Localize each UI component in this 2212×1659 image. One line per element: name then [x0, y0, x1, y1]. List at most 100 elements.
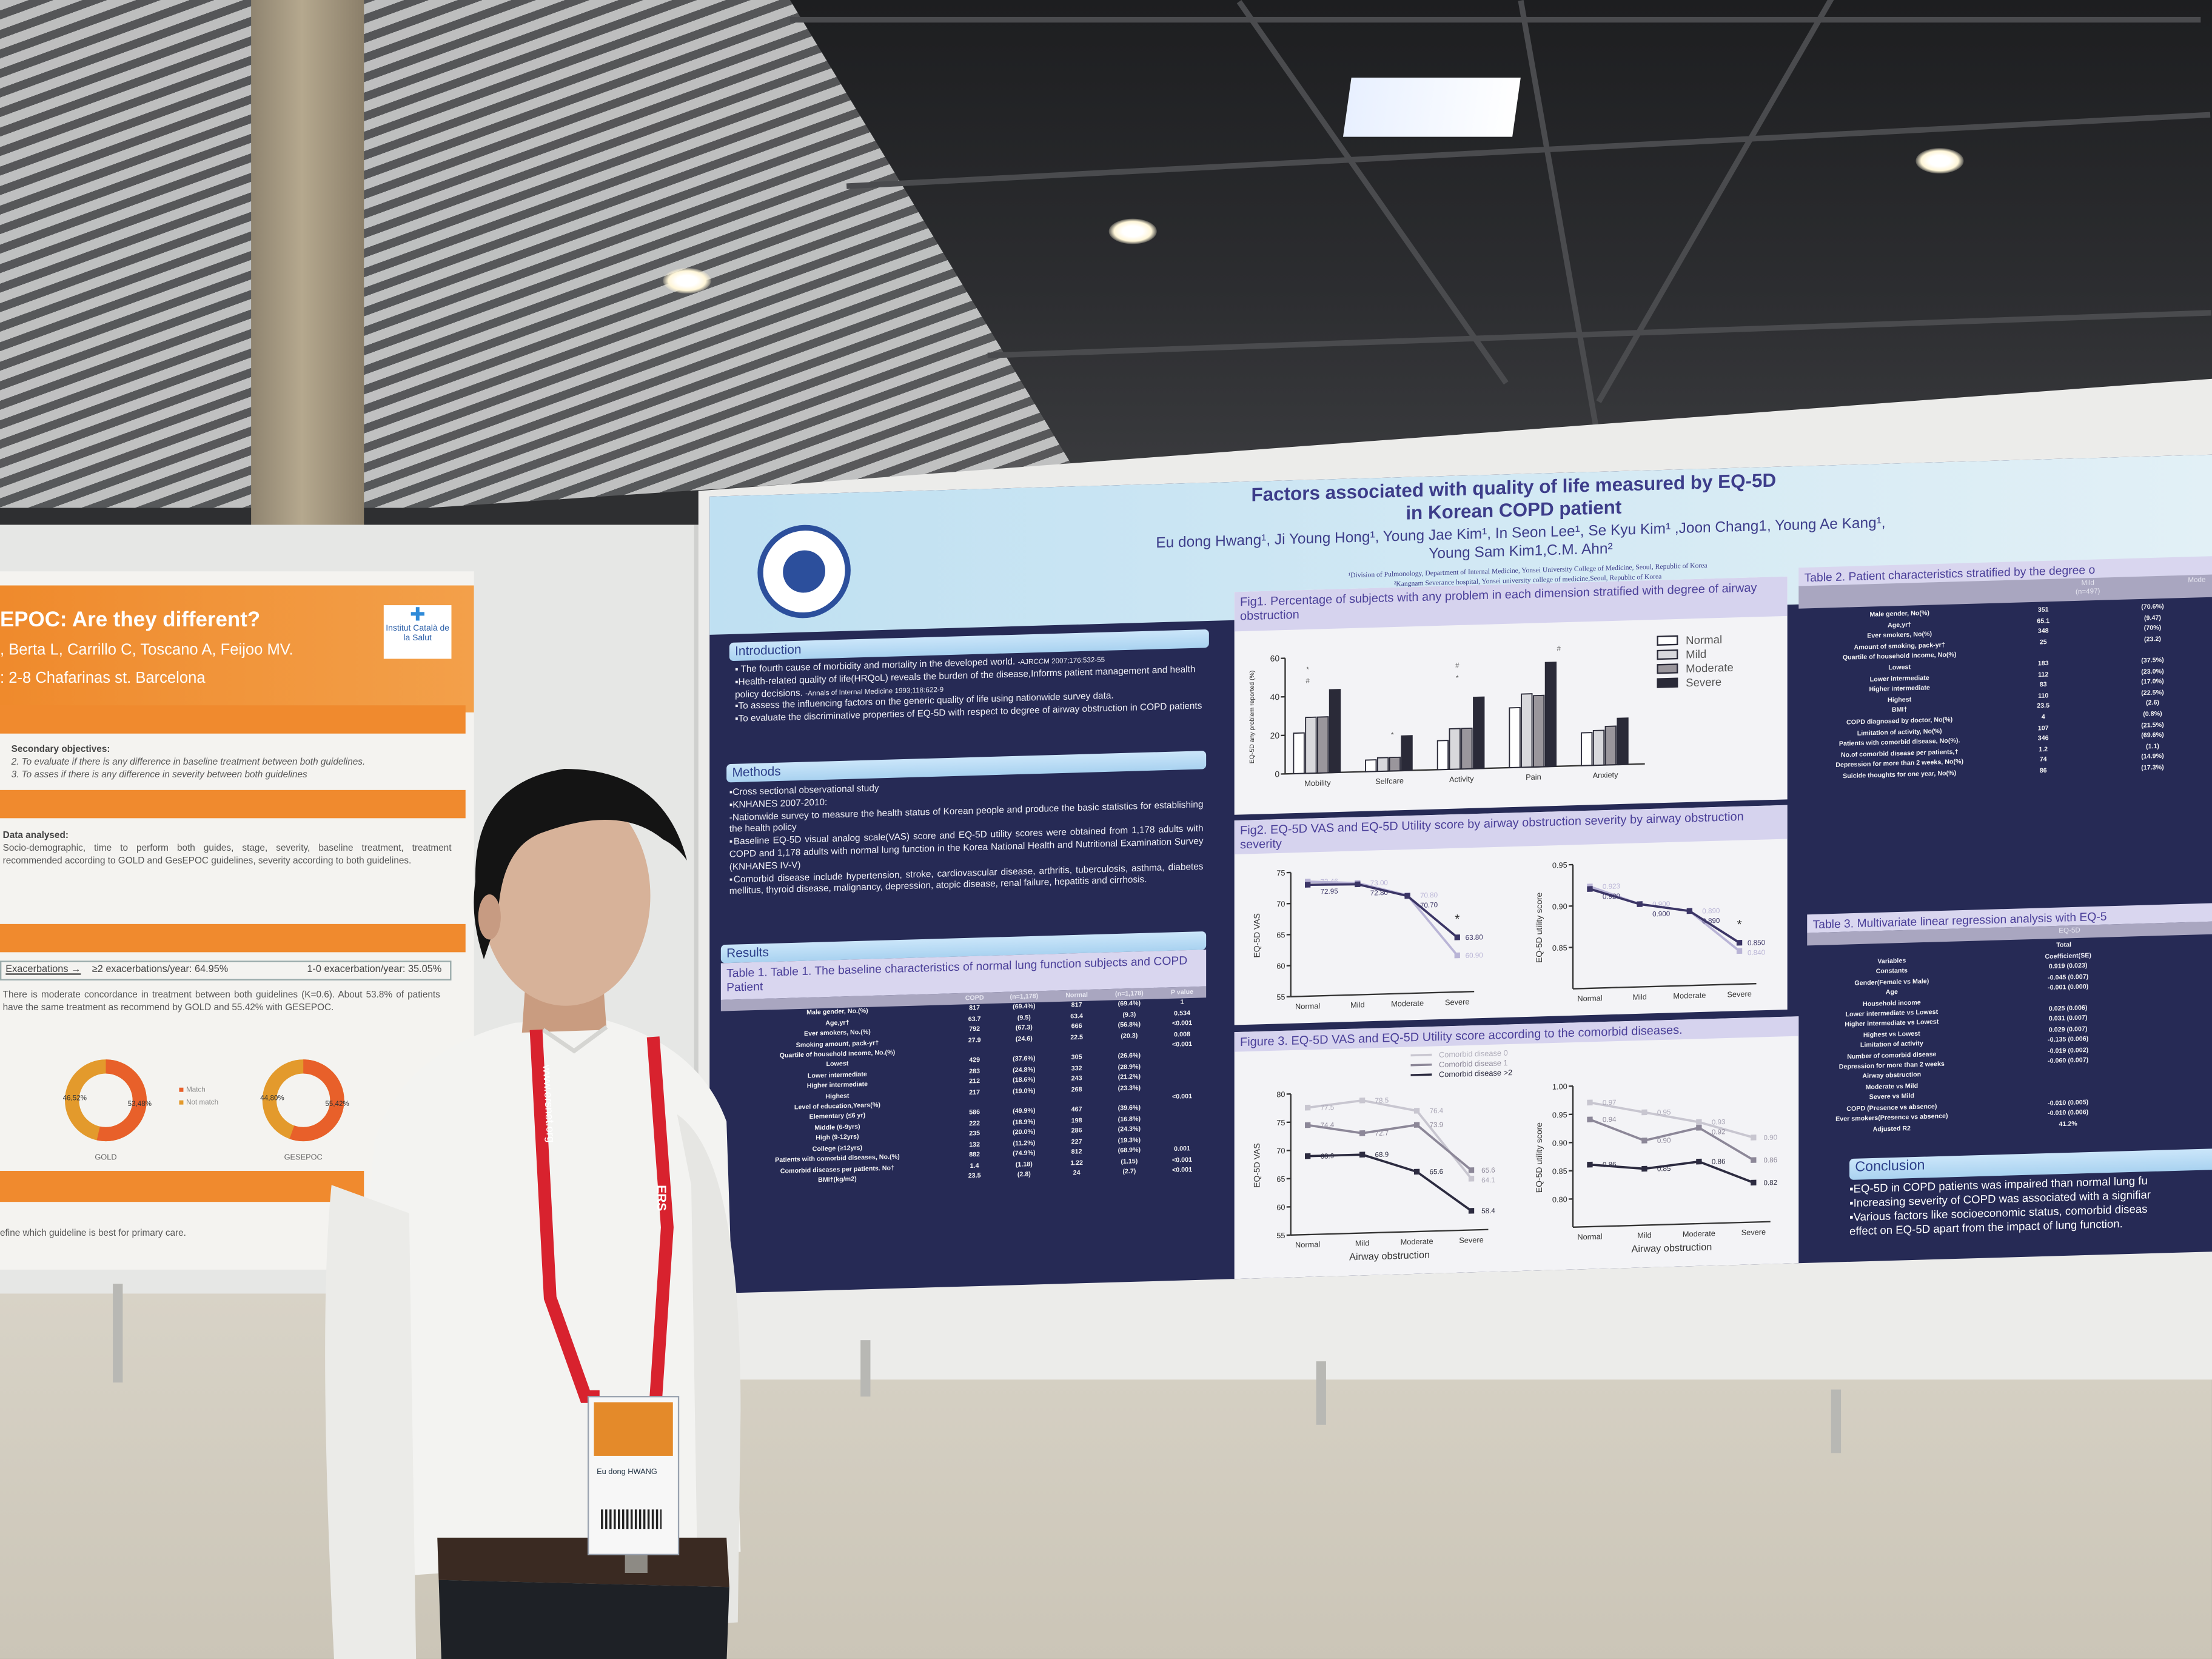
data-point: [1305, 1104, 1311, 1111]
significance-star: *: [1455, 913, 1460, 927]
data-label: 72.7: [1375, 1129, 1389, 1138]
cell-value: 817: [969, 1004, 980, 1012]
data-point: [1359, 1130, 1366, 1136]
legend-swatch: [1657, 663, 1678, 674]
y-axis-label: EQ-5D utility score: [1534, 1122, 1544, 1193]
x-tick-label: Moderate: [1401, 1236, 1433, 1247]
data-point: [1751, 1157, 1757, 1163]
cell-value: 235: [969, 1130, 980, 1138]
donut-label: 44,80%: [260, 1094, 284, 1102]
bar-moderate-activity: [1461, 727, 1473, 770]
exacerbations-box: Exacerbations → ≥2 exacerbations/year: 6…: [0, 960, 452, 980]
exacerbations-label: Exacerbations →: [5, 965, 81, 975]
series-line-1: [1307, 1124, 1472, 1171]
cell-value: (2.7): [1122, 1167, 1136, 1175]
ceiling-truss: [789, 16, 2201, 23]
cell-value: 305: [1071, 1054, 1082, 1062]
data-point: [1696, 1119, 1702, 1125]
series-line-2: [1307, 1153, 1472, 1212]
board-leg: [113, 1284, 123, 1382]
cell-value: 22.5: [1070, 1033, 1084, 1041]
data-point: [1736, 939, 1743, 946]
bar-normal-activity: [1436, 740, 1449, 771]
data-label: 77.5: [1321, 1104, 1335, 1112]
y-tick-label: 40: [1270, 692, 1280, 702]
bar-mild-selfcare: [1376, 757, 1389, 773]
cell-value: 286: [1071, 1127, 1082, 1134]
fig2-line-charts: 55 60 65 70 75 EQ-5D VAS Normal Mild Moderate Sev…: [1252, 860, 1766, 1011]
data-point: [1404, 893, 1410, 899]
legend-label: Moderate: [1686, 661, 1734, 675]
x-axis-label: Airway obstruction: [1349, 1250, 1430, 1263]
data-analysed: Data analysed: Socio-demographic, time t…: [3, 830, 452, 868]
y-tick-label: 0: [1275, 769, 1279, 779]
legend-label: Comorbid disease 1: [1439, 1058, 1508, 1069]
legend-label: Comorbid disease 0: [1439, 1048, 1508, 1059]
table2: Male gender, No(%) 351 (70.6%) Age,yr† 65.1(…: [1798, 600, 2212, 783]
legend-swatch: [1657, 649, 1678, 660]
data-point: [1413, 1122, 1420, 1128]
exacerbations-high: ≥2 exacerbations/year: 64.95%: [92, 965, 229, 975]
data-label: 68.9: [1321, 1152, 1335, 1161]
x-tick-label: Mild: [1350, 1000, 1364, 1010]
bar-mild-mobility: [1305, 716, 1317, 774]
shirt-collar: [541, 1025, 608, 1054]
bar-mild-anxiety: [1592, 729, 1605, 766]
legend-label: Match: [186, 1086, 206, 1094]
lanyard-brand: ERS: [654, 1185, 668, 1211]
board-leg: [860, 1340, 871, 1397]
donut-title: GESEPOC: [284, 1152, 323, 1161]
data-text: Socio-demographic, time to perform both …: [2, 843, 452, 866]
significance-mark: #: [1455, 662, 1460, 669]
y-tick-label: 55: [1276, 993, 1285, 1002]
badge-barcode: [599, 1509, 662, 1529]
ceiling-lamp: [1108, 218, 1157, 244]
data-point: [1454, 952, 1460, 959]
cell-value: <0.001: [1172, 1092, 1193, 1101]
data-point: [1468, 1167, 1475, 1173]
data-point: [1637, 901, 1643, 907]
data-label: 0.890: [1702, 907, 1720, 916]
y-tick-label: 20: [1270, 731, 1280, 740]
bar-mild-activity: [1449, 728, 1461, 770]
donut-label: 46,52%: [63, 1094, 87, 1102]
concordance-text: There is moderate concordance in treatme…: [2, 990, 440, 1013]
data-point: [1359, 1151, 1366, 1158]
cell-value: [1158, 1101, 1206, 1113]
y-tick-label: 75: [1276, 868, 1285, 877]
data-label: 72.95: [1321, 887, 1338, 896]
cell-value: 586: [969, 1108, 980, 1117]
x-tick-label: Pain: [1526, 772, 1541, 782]
y-axis-label: EQ-5D any problem reported (%): [1249, 670, 1256, 763]
cell-value: 212: [969, 1078, 980, 1085]
bar-normal-pain: [1509, 706, 1521, 768]
data-point: [1641, 1138, 1647, 1144]
hair: [474, 768, 688, 960]
bar-moderate-selfcare: [1389, 756, 1401, 772]
data-heading: Data analysed:: [2, 831, 69, 841]
methods-text: ▪Cross sectional observational study ▪KNH…: [729, 775, 1204, 900]
bar-severe-selfcare: [1401, 735, 1413, 771]
x-tick-label: Normal: [1577, 993, 1602, 1003]
shirt-sleeve-left: [325, 1185, 417, 1659]
cell-value: 63.7: [968, 1014, 981, 1022]
left-poster-title: EPOC: Are they different?: [0, 608, 261, 632]
data-label: 0.90: [1657, 1136, 1671, 1145]
legend-label: Severe: [1686, 675, 1721, 689]
y-tick-label: 65: [1276, 1175, 1285, 1184]
secondary-objectives: Secondary objectives: 2. To evaluate if …: [12, 743, 469, 782]
data-label: 64.1: [1481, 1176, 1495, 1185]
bar-normal-anxiety: [1581, 732, 1593, 766]
data-point: [1454, 934, 1460, 940]
left-poster-banner: EPOC: Are they different? , Berta L, Car…: [0, 585, 474, 712]
data-point: [1751, 1179, 1757, 1186]
x-tick-label: Normal: [1295, 1239, 1320, 1249]
cell-value: 268: [1071, 1085, 1082, 1093]
data-label: 72.80: [1370, 889, 1389, 897]
data-point: [1587, 1099, 1593, 1106]
table2-col-moderate: Mode: [2188, 576, 2206, 585]
data-label: 60.90: [1466, 951, 1484, 960]
cell-value: 0.008: [1174, 1030, 1190, 1037]
cell-value: <0.001: [1172, 1165, 1193, 1174]
section-bar: [0, 923, 466, 953]
